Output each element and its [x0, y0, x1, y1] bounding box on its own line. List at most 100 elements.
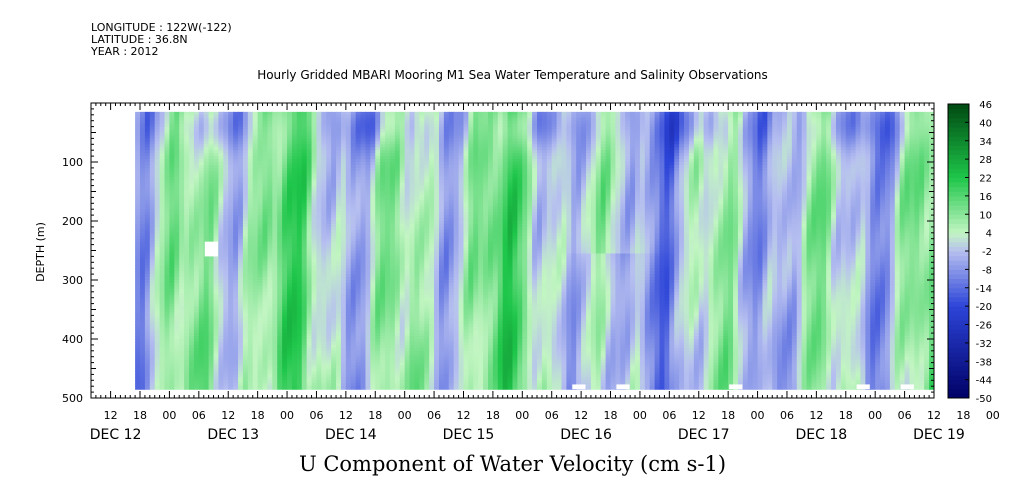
heatmap-cell: [213, 318, 220, 322]
heatmap-cell: [159, 244, 166, 249]
heatmap-cell: [208, 339, 215, 343]
heatmap-cell: [184, 247, 190, 252]
heatmap-cell: [193, 232, 200, 237]
heatmap-cell: [242, 303, 249, 308]
heatmap-cell: [164, 371, 171, 375]
heatmap-cell: [223, 173, 229, 178]
heatmap-cell: [154, 324, 161, 328]
heatmap-cell: [144, 221, 151, 225]
heatmap-cell: [213, 350, 220, 355]
heatmap-cell: [184, 362, 190, 367]
heatmap-cell: [247, 368, 254, 373]
heatmap-cell: [174, 185, 180, 190]
heatmap-cell: [213, 141, 220, 145]
heatmap-cell: [193, 159, 200, 163]
heatmap-cell: [135, 353, 141, 358]
heatmap-cell: [144, 229, 151, 234]
heatmap-cell: [154, 318, 161, 322]
heatmap-cell: [272, 371, 278, 375]
heatmap-cell: [267, 341, 273, 346]
heatmap-cell: [272, 141, 278, 145]
heatmap-cell: [262, 141, 269, 145]
heatmap-cell: [140, 324, 146, 328]
heatmap-cell: [189, 117, 195, 122]
heatmap-cell: [184, 253, 190, 257]
heatmap-cell: [149, 197, 156, 201]
heatmap-cell: [228, 179, 234, 184]
heatmap-cell: [154, 383, 161, 387]
heatmap-cell: [149, 309, 156, 314]
heatmap-cell: [179, 339, 185, 343]
heatmap-cell: [223, 203, 229, 207]
heatmap-cell: [208, 368, 215, 373]
heatmap-cell: [164, 256, 171, 260]
heatmap-cell: [154, 330, 161, 334]
heatmap-cell: [169, 315, 175, 319]
heatmap-cell: [159, 377, 166, 381]
heatmap-cell: [149, 380, 156, 384]
heatmap-cell: [247, 306, 254, 311]
heatmap-cell: [242, 333, 249, 337]
heatmap-cell: [247, 235, 254, 240]
heatmap-cell: [164, 132, 171, 137]
heatmap-cell: [159, 282, 166, 287]
heatmap-cell: [135, 259, 141, 263]
heatmap-cell: [193, 377, 200, 381]
heatmap-cell: [267, 111, 273, 116]
heatmap-cell: [203, 141, 210, 145]
heatmap-cell: [247, 229, 254, 234]
heatmap-cell: [262, 253, 269, 257]
heatmap-cell: [267, 126, 273, 131]
heatmap-cell: [262, 182, 269, 187]
heatmap-cell: [233, 371, 239, 375]
heatmap-cell: [218, 374, 224, 378]
heatmap-cell: [242, 194, 249, 198]
heatmap-cell: [154, 339, 161, 343]
heatmap-cell: [233, 132, 239, 137]
heatmap-cell: [140, 117, 146, 122]
heatmap-cell: [252, 153, 259, 157]
heatmap-cell: [203, 209, 210, 213]
heatmap-cell: [169, 318, 175, 322]
heatmap-cell: [140, 164, 146, 169]
heatmap-cell: [184, 203, 190, 207]
heatmap-cell: [228, 135, 234, 139]
heatmap-cell: [257, 277, 264, 281]
heatmap-cell: [154, 374, 161, 378]
heatmap-cell: [218, 271, 224, 275]
heatmap-cell: [257, 265, 264, 269]
heatmap-cell: [174, 197, 180, 201]
heatmap-cell: [277, 291, 283, 296]
heatmap-cell: [277, 250, 283, 255]
heatmap-cell: [149, 209, 156, 213]
heatmap-cell: [193, 117, 200, 122]
heatmap-cell: [213, 209, 220, 213]
heatmap-cell: [193, 271, 200, 275]
heatmap-cell: [169, 156, 175, 160]
heatmap-cell: [213, 368, 220, 373]
heatmap-cell: [257, 176, 264, 181]
heatmap-cell: [193, 374, 200, 378]
heatmap-cell: [198, 218, 205, 222]
heatmap-cell: [247, 250, 254, 255]
heatmap-cell: [154, 285, 161, 290]
heatmap-cell: [272, 188, 278, 193]
heatmap-cell: [135, 250, 141, 255]
heatmap-cell: [242, 117, 249, 122]
heatmap-cell: [135, 238, 141, 243]
heatmap-cell: [257, 126, 264, 131]
heatmap-cell: [267, 141, 273, 145]
heatmap-cell: [203, 218, 210, 222]
heatmap-cell: [208, 153, 215, 157]
heatmap-cell: [223, 341, 229, 346]
heatmap-cell: [267, 223, 273, 228]
heatmap-cell: [193, 306, 200, 311]
heatmap-cell: [238, 244, 244, 249]
heatmap-cell: [238, 300, 244, 305]
heatmap-cell: [247, 294, 254, 299]
heatmap-cell: [252, 150, 259, 154]
heatmap-cell: [144, 182, 151, 187]
heatmap-cell: [193, 262, 200, 266]
heatmap-cell: [370, 386, 376, 390]
heatmap-cell: [233, 135, 239, 139]
